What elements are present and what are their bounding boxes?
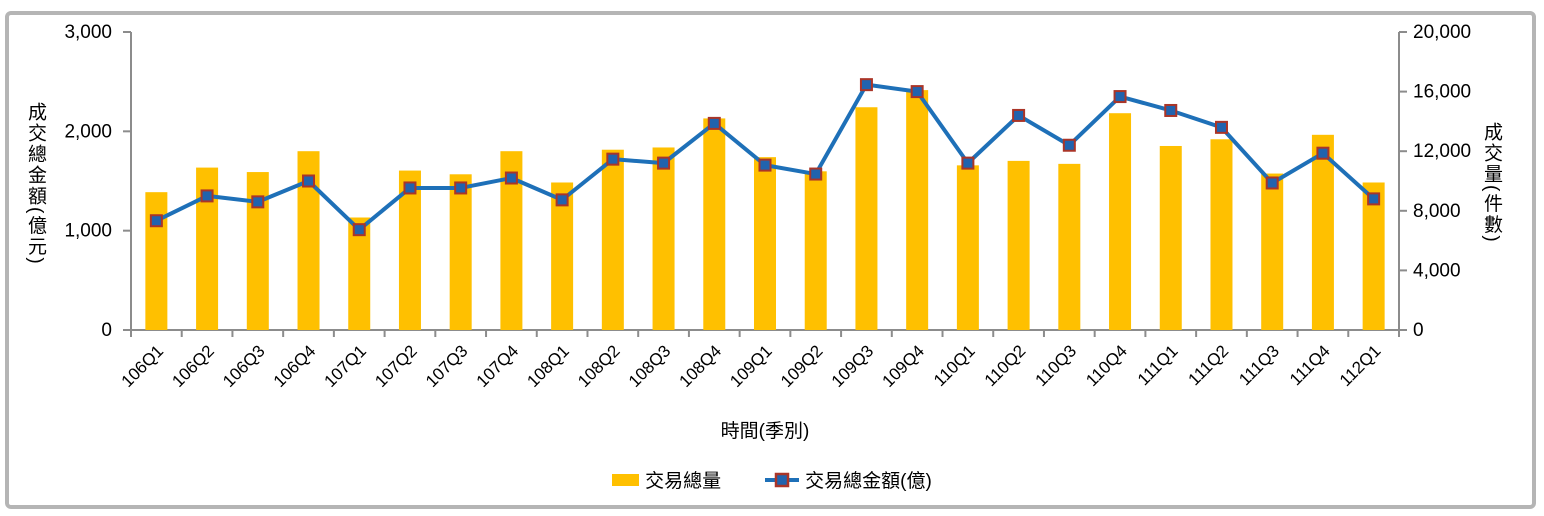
marker-110Q3 [1062, 138, 1076, 152]
x-tick-label: 107Q4 [473, 341, 523, 391]
right-axis-tick-label: 0 [1413, 320, 1424, 341]
left-axis-tick-label: 1,000 [64, 221, 112, 242]
bar-legend-swatch [612, 473, 640, 486]
bar-109Q3 [855, 107, 878, 331]
x-tick-label: 106Q1 [118, 341, 168, 391]
bar-110Q4 [1109, 113, 1132, 330]
right-axis-title: 成交量(件數) [1481, 122, 1502, 244]
x-tick-label: 111Q3 [1235, 341, 1283, 389]
x-tick-label: 109Q1 [726, 341, 776, 391]
x-tick-label: 110Q3 [1032, 341, 1081, 390]
marker-107Q4 [504, 171, 518, 185]
legend-marker [774, 472, 790, 487]
right-axis-tick-label: 8,000 [1413, 201, 1461, 222]
marker-112Q1 [1367, 192, 1381, 206]
marker-108Q1 [555, 193, 569, 207]
x-tick-label: 109Q4 [878, 341, 928, 391]
marker-107Q2 [403, 181, 417, 195]
right-axis-tick-label: 4,000 [1413, 260, 1461, 281]
x-tick-label: 108Q1 [523, 341, 573, 391]
bar-111Q3 [1261, 173, 1284, 330]
right-axis-tick-label: 16,000 [1413, 82, 1471, 103]
marker-111Q4 [1316, 146, 1330, 160]
bar-107Q2 [398, 170, 421, 330]
marker-111Q2 [1214, 120, 1228, 134]
bar-110Q2 [1007, 160, 1030, 330]
x-tick-label: 109Q2 [777, 341, 827, 391]
right-axis-tick-label: 12,000 [1413, 141, 1471, 162]
bar-106Q1 [145, 192, 168, 330]
bar-109Q4 [906, 90, 929, 330]
x-tick-label: 108Q3 [625, 341, 675, 391]
x-tick-label: 109Q3 [828, 341, 878, 391]
x-tick-label: 108Q4 [676, 341, 726, 391]
x-tick-label: 106Q2 [168, 341, 218, 391]
x-tick-label: 111Q4 [1286, 341, 1334, 389]
bar-108Q4 [703, 118, 726, 330]
marker-107Q3 [454, 181, 468, 195]
bar-112Q1 [1362, 182, 1385, 330]
left-axis-tick-label: 2,000 [64, 121, 112, 142]
legend-item-amount: 交易總金額(億) [765, 466, 932, 493]
bar-107Q1 [348, 217, 371, 330]
x-tick-label: 111Q2 [1185, 341, 1233, 389]
legend-item-volume: 交易總量 [612, 466, 721, 493]
marker-108Q3 [657, 156, 671, 170]
left-axis-tick-label: 3,000 [64, 22, 112, 43]
legend-label-amount: 交易總金額(億) [805, 471, 932, 492]
x-tick-label: 106Q3 [219, 341, 269, 391]
legend-label-volume: 交易總量 [645, 471, 722, 492]
bar-108Q3 [652, 147, 675, 330]
bar-106Q4 [297, 151, 320, 330]
marker-106Q2 [200, 189, 214, 203]
marker-109Q2 [809, 167, 823, 181]
x-tick-label: 110Q1 [930, 341, 979, 390]
legend: 交易總量 交易總金額(億) [0, 466, 1544, 493]
marker-109Q1 [758, 158, 772, 172]
marker-108Q4 [707, 116, 721, 130]
marker-106Q4 [302, 174, 316, 188]
bar-108Q1 [551, 182, 574, 330]
bar-110Q1 [956, 165, 979, 330]
marker-111Q1 [1164, 103, 1178, 117]
bar-111Q2 [1210, 139, 1233, 330]
marker-107Q1 [352, 223, 366, 237]
x-tick-label: 111Q1 [1134, 341, 1182, 389]
marker-110Q1 [961, 156, 975, 170]
bar-110Q3 [1058, 163, 1081, 330]
left-axis-title: 成交總金額(億元) [25, 102, 46, 266]
bar-107Q4 [500, 151, 523, 330]
x-tick-label: 106Q4 [270, 341, 320, 391]
x-tick-label: 107Q1 [321, 341, 371, 391]
x-tick-label: 107Q2 [371, 341, 421, 391]
bar-109Q1 [754, 157, 776, 330]
bar-111Q4 [1311, 134, 1334, 330]
x-tick-label: 108Q2 [574, 341, 624, 391]
bar-109Q2 [804, 171, 827, 330]
marker-110Q2 [1012, 108, 1026, 122]
right-axis-tick-label: 20,000 [1413, 22, 1471, 43]
x-tick-label: 110Q2 [981, 341, 1030, 390]
bar-111Q1 [1159, 145, 1182, 330]
x-tick-label: 107Q3 [422, 341, 472, 391]
x-axis-title: 時間(季別) [720, 421, 810, 442]
bar-106Q2 [196, 167, 219, 330]
x-tick-label: 112Q1 [1336, 341, 1385, 390]
marker-108Q2 [606, 152, 620, 166]
marker-106Q3 [251, 195, 265, 209]
marker-110Q4 [1113, 90, 1127, 104]
x-tick-label: 110Q4 [1082, 341, 1131, 390]
bar-107Q3 [449, 174, 472, 330]
marker-106Q1 [149, 214, 163, 228]
bar-108Q2 [601, 149, 624, 330]
marker-109Q3 [859, 78, 873, 92]
left-axis-tick-label: 0 [101, 320, 112, 341]
marker-109Q4 [910, 85, 924, 99]
line-legend-swatch [765, 472, 800, 487]
bar-106Q3 [246, 172, 269, 330]
marker-111Q3 [1265, 176, 1279, 190]
